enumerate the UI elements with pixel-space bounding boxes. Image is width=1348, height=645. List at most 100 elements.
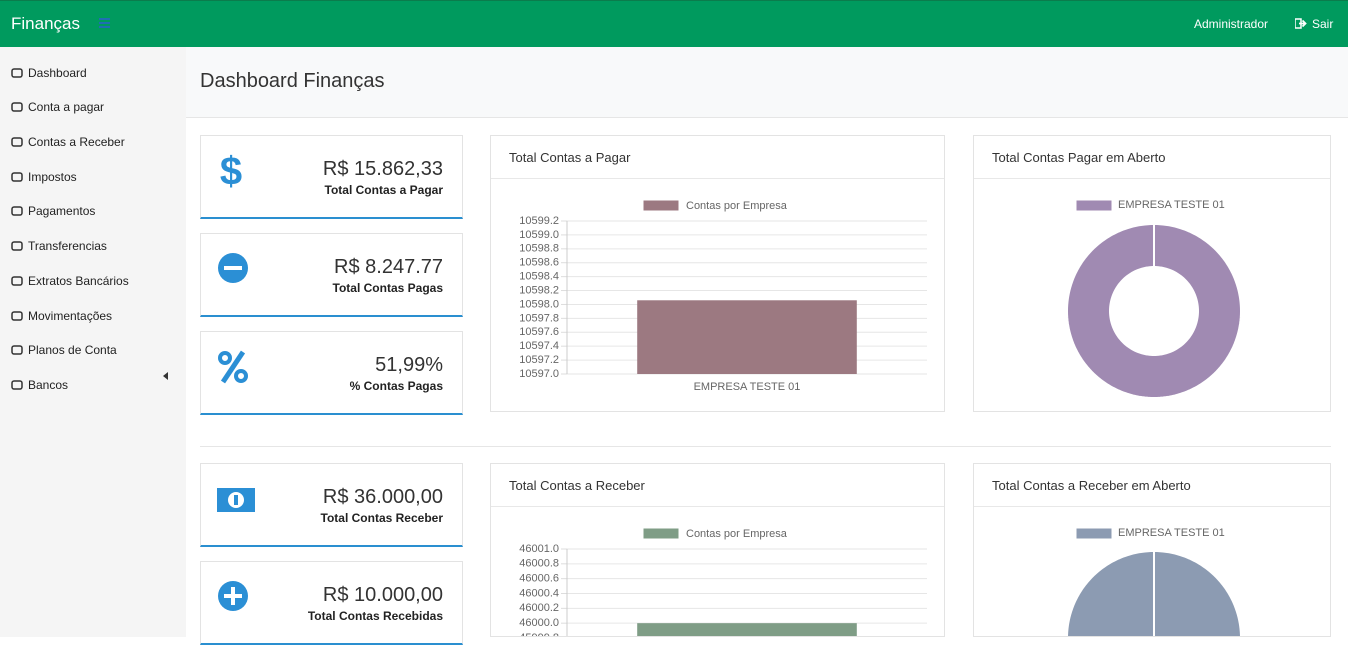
nav-item[interactable]: Impostos xyxy=(28,170,77,184)
y-tick-label: 10597.8 xyxy=(519,312,559,324)
stat-label: Total Contas Pagas xyxy=(332,281,443,295)
bar xyxy=(637,300,857,374)
icon-shape xyxy=(234,369,248,383)
chart: EMPRESA TESTE 01 xyxy=(1066,527,1242,636)
nav-icon xyxy=(11,276,23,286)
panel-header: Total Contas a Receber em Aberto xyxy=(974,464,1330,507)
stat-value: R$ 10.000,00 xyxy=(322,584,443,606)
stat-label: Total Contas Receber xyxy=(320,511,443,525)
y-tick-label: 10597.6 xyxy=(519,326,559,338)
stat-label: Total Contas a Pagar xyxy=(324,183,443,197)
chart-panel: Total Contas a Receber Contas por Empresa… xyxy=(490,463,945,637)
icon-shape xyxy=(11,311,23,321)
icon-shape xyxy=(11,276,23,286)
icon-shape xyxy=(11,241,23,251)
y-tick-label: 10597.2 xyxy=(519,354,559,366)
stat-icon xyxy=(218,581,248,611)
panel-header: Total Contas a Pagar xyxy=(491,136,944,179)
y-tick-label: 10597.4 xyxy=(519,340,559,352)
stat-card: R$ 36.000,00 Total Contas Receber xyxy=(200,463,463,547)
stat-value: R$ 15.862,33 xyxy=(322,158,443,180)
logout-link[interactable]: Sair xyxy=(1312,17,1334,31)
icon-shape xyxy=(11,172,23,182)
brand[interactable]: Finanças xyxy=(11,14,80,33)
chart: Contas por Empresa 45999.8 46000.0 46000.2 4… xyxy=(519,527,927,637)
logout-icon xyxy=(1295,18,1307,29)
legend-swatch xyxy=(1075,527,1113,540)
y-tick-label: 46001.0 xyxy=(519,543,559,555)
caret-shape xyxy=(163,372,168,380)
y-tick-label: 10597.0 xyxy=(519,368,559,380)
panel-title: Total Contas a Pagar xyxy=(509,150,631,165)
legend-swatch xyxy=(1075,199,1113,212)
icon-shape xyxy=(11,137,23,147)
nav-icon xyxy=(11,345,23,355)
stat-card: R$ 10.000,00 Total Contas Recebidas xyxy=(200,561,463,645)
icon-shape xyxy=(11,206,23,216)
title-bar xyxy=(186,47,1348,118)
nav-item[interactable]: Pagamentos xyxy=(28,204,96,218)
y-tick-label: 46000.2 xyxy=(519,602,559,614)
legend-label: EMPRESA TESTE 01 xyxy=(1118,527,1225,539)
y-tick-label: 10599.2 xyxy=(519,215,559,227)
nav-icon xyxy=(11,380,23,390)
nav-icon xyxy=(11,102,23,112)
panel-title: Total Contas Pagar em Aberto xyxy=(992,150,1166,165)
icon-shape xyxy=(11,68,23,78)
icon-shape xyxy=(218,351,232,365)
stat-value: R$ 8.247.77 xyxy=(334,256,443,278)
y-tick-label: 10599.0 xyxy=(519,229,559,241)
nav-item[interactable]: Contas a Receber xyxy=(28,135,125,149)
bar xyxy=(637,623,857,636)
caret xyxy=(163,372,168,380)
y-tick-label: 46000.8 xyxy=(519,558,559,570)
panel-title: Total Contas a Receber xyxy=(509,478,645,493)
stat-value: R$ 36.000,00 xyxy=(322,486,443,508)
icon-shape xyxy=(224,266,242,270)
y-tick-label: 10598.0 xyxy=(519,298,559,310)
stat-value: 51,99% xyxy=(375,354,443,376)
menu-toggle[interactable] xyxy=(99,18,110,28)
legend-label: Contas por Empresa xyxy=(686,528,788,540)
nav-item[interactable]: Conta a pagar xyxy=(28,100,105,114)
nav-item[interactable]: Planos de Conta xyxy=(28,343,117,357)
top-bar: Finanças Administrador Sair xyxy=(0,0,1348,47)
chart-panel: Total Contas Pagar em Aberto EMPRESA TEST… xyxy=(973,135,1331,412)
y-tick-label: 46000.6 xyxy=(519,573,559,585)
chart: Contas por Empresa 10597.0 10597.2 10597.4 1… xyxy=(519,199,927,393)
icon-shape xyxy=(231,587,235,605)
nav-item[interactable]: Extratos Bancários xyxy=(28,274,129,288)
legend-swatch xyxy=(642,527,680,540)
nav-icon xyxy=(11,311,23,321)
y-tick-label: 10598.2 xyxy=(519,284,559,296)
icon-shape xyxy=(234,495,238,505)
nav-item[interactable]: Dashboard xyxy=(28,66,87,80)
stat-icon xyxy=(218,350,248,384)
nav-icon xyxy=(11,68,23,78)
chart: EMPRESA TESTE 01 xyxy=(1065,199,1243,400)
stat-label: % Contas Pagas xyxy=(349,379,443,393)
y-tick-label: 45999.8 xyxy=(519,632,559,637)
icon-shape xyxy=(11,380,23,390)
stat-label: Total Contas Recebidas xyxy=(307,609,443,623)
legend-swatch xyxy=(642,199,680,212)
nav-icon xyxy=(11,172,23,182)
chart-panel: Total Contas a Pagar Contas por Empresa 10… xyxy=(490,135,945,412)
user-menu[interactable]: Administrador xyxy=(1194,17,1269,31)
nav-item[interactable]: Movimentações xyxy=(28,309,113,323)
nav-icon xyxy=(11,137,23,147)
stat-icon xyxy=(217,488,255,512)
stat-card: R$ 8.247.77 Total Contas Pagas xyxy=(200,233,463,317)
nav-item[interactable]: Transferencias xyxy=(28,239,107,253)
x-tick-label: EMPRESA TESTE 01 xyxy=(694,381,801,393)
panel-header: Total Contas a Receber xyxy=(491,464,944,507)
y-tick-label: 46000.4 xyxy=(519,587,559,599)
icon-shape xyxy=(11,102,23,112)
stat-icon: $ xyxy=(220,154,242,194)
separator xyxy=(200,446,1331,447)
nav-item[interactable]: Bancos xyxy=(28,378,69,392)
nav-icon xyxy=(11,206,23,216)
icon-shape xyxy=(11,345,23,355)
slice xyxy=(1066,549,1242,636)
nav-icon xyxy=(11,241,23,251)
